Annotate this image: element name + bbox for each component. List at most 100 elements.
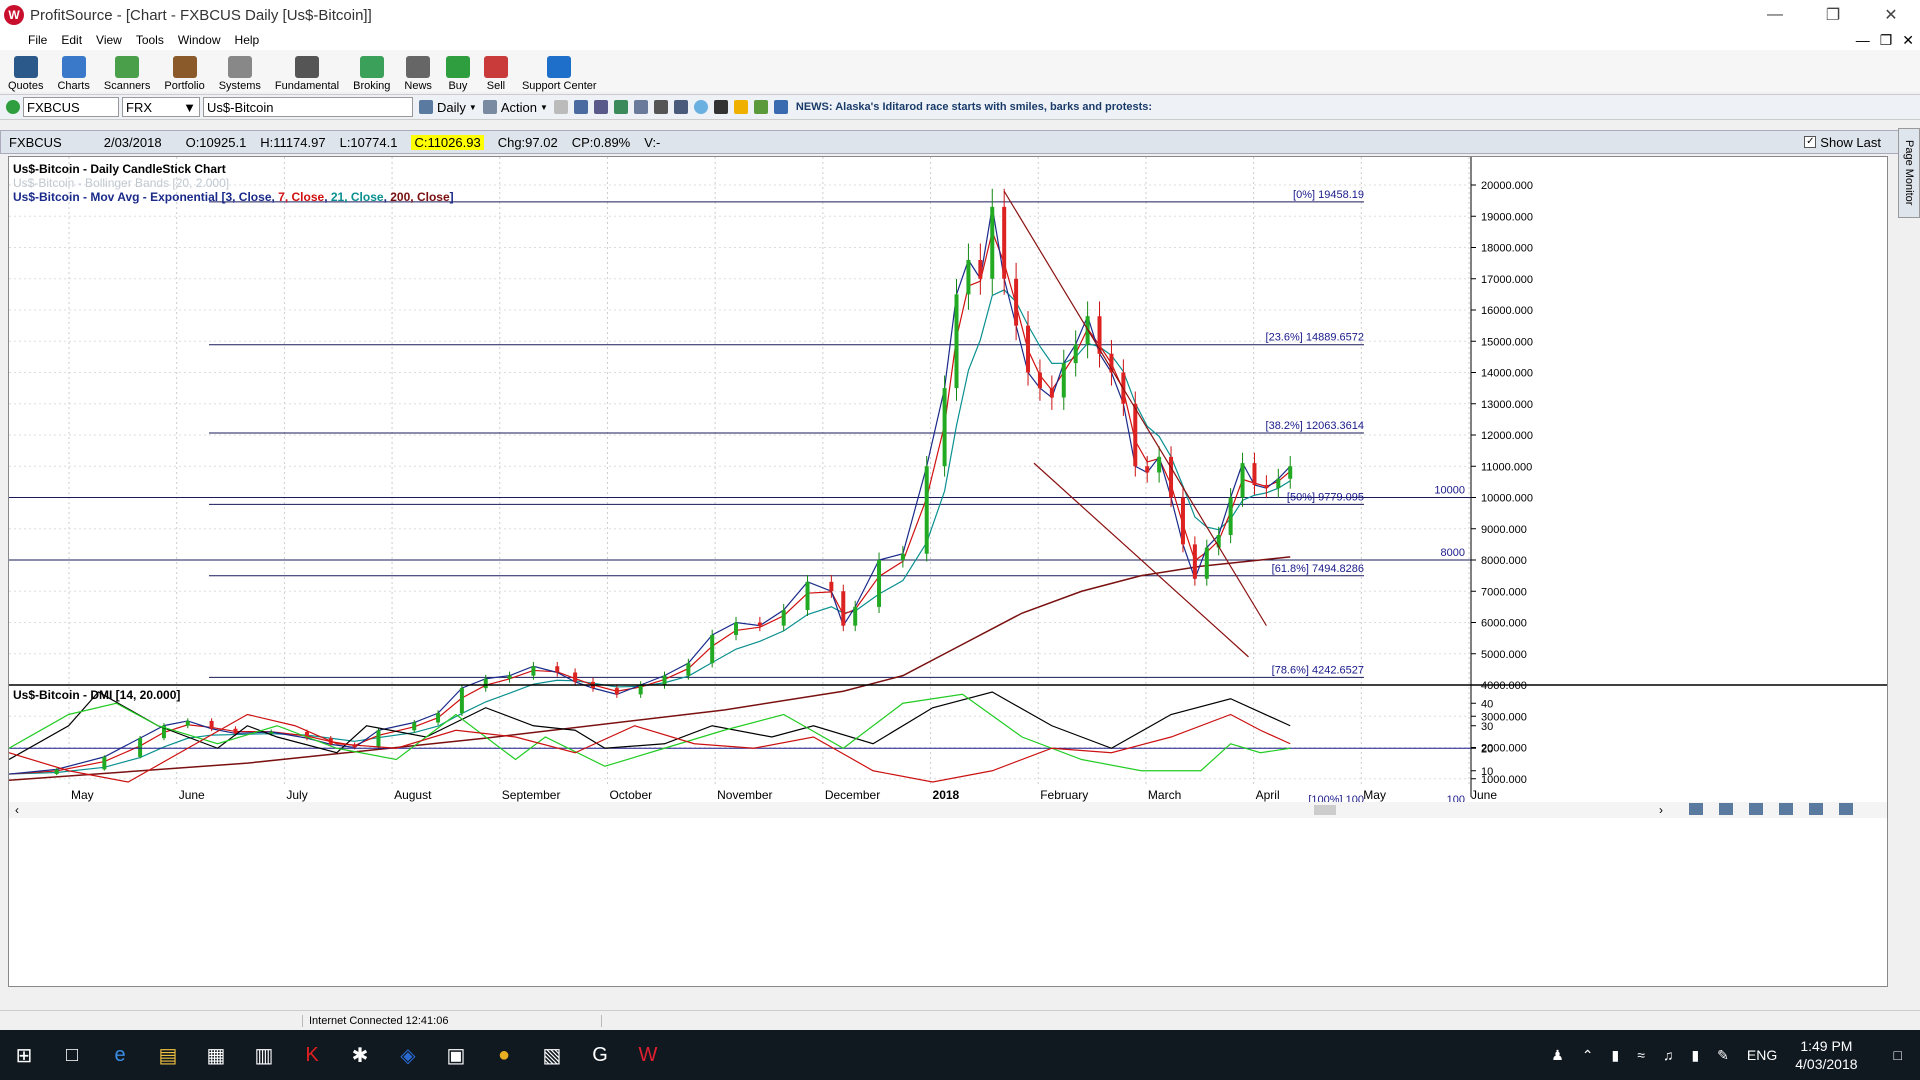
candle-body[interactable] xyxy=(1204,547,1209,579)
candle-body[interactable] xyxy=(710,635,715,664)
candle-body[interactable] xyxy=(734,622,739,636)
candle-body[interactable] xyxy=(1133,403,1138,467)
files-icon[interactable]: ▧ xyxy=(542,1044,562,1067)
candle-body[interactable] xyxy=(352,744,357,748)
chevron-down-icon[interactable]: ▼ xyxy=(539,102,548,112)
notifications-icon[interactable]: □ xyxy=(1893,1047,1902,1063)
defender-icon[interactable]: ◈ xyxy=(400,1044,416,1067)
kaspersky-icon[interactable]: K xyxy=(305,1043,319,1066)
task-view-icon[interactable]: □ xyxy=(65,1043,79,1066)
candle-body[interactable] xyxy=(531,666,536,676)
menu-view[interactable]: View xyxy=(96,33,122,47)
candle-body[interactable] xyxy=(1264,485,1269,489)
menu-edit[interactable]: Edit xyxy=(61,33,83,47)
candle-body[interactable] xyxy=(990,206,995,279)
explorer-icon[interactable]: ▤ xyxy=(158,1044,178,1067)
candle-body[interactable] xyxy=(966,260,971,295)
candle-body[interactable] xyxy=(686,663,691,676)
candle-body[interactable] xyxy=(1026,325,1031,373)
horizontal-scrollbar[interactable] xyxy=(9,802,1888,818)
toolbar-buy-button[interactable]: Buy xyxy=(445,56,470,92)
minimize-icon[interactable]: — xyxy=(1767,6,1783,23)
wifi-icon[interactable]: ≈ xyxy=(1637,1047,1645,1063)
candle-body[interactable] xyxy=(900,553,905,560)
candle-body[interactable] xyxy=(436,713,441,723)
tool-icon[interactable] xyxy=(753,100,768,114)
candle-body[interactable] xyxy=(757,622,762,626)
tool-icon[interactable] xyxy=(593,100,608,114)
candle-body[interactable] xyxy=(1097,316,1102,354)
candle-body[interactable] xyxy=(233,728,238,734)
tool-icon[interactable] xyxy=(553,100,568,114)
tool-icon[interactable] xyxy=(613,100,628,114)
candle-body[interactable] xyxy=(805,581,810,610)
candle-body[interactable] xyxy=(185,720,190,726)
scrollbar-thumb[interactable] xyxy=(1314,805,1336,815)
app-icon-1[interactable]: ✱ xyxy=(351,1044,369,1067)
candle-body[interactable] xyxy=(1145,466,1150,473)
nav-next-icon[interactable] xyxy=(1839,803,1853,815)
candle-body[interactable] xyxy=(1228,497,1233,536)
toolbar-systems-button[interactable]: Systems xyxy=(219,56,261,92)
trend-line[interactable] xyxy=(1003,190,1267,626)
toolbar-news-button[interactable]: News xyxy=(404,56,432,92)
candle-body[interactable] xyxy=(573,672,578,682)
start-icon[interactable]: ⊞ xyxy=(15,1044,33,1067)
period-select[interactable]: Daily xyxy=(437,99,466,115)
clock[interactable]: 1:49 PM 4/03/2018 xyxy=(1795,1037,1857,1073)
toolbar-support-center-button[interactable]: Support Center xyxy=(522,56,597,92)
candle-body[interactable] xyxy=(1073,344,1078,364)
calculator-icon[interactable]: ▥ xyxy=(254,1044,274,1067)
chevron-up-icon[interactable]: ⌃ xyxy=(1581,1046,1594,1063)
menu-window[interactable]: Window xyxy=(177,33,221,47)
toolbar-charts-button[interactable]: Charts xyxy=(57,56,90,92)
candle-body[interactable] xyxy=(1240,463,1245,498)
chart-tool-icon[interactable] xyxy=(1749,803,1763,815)
tool-icon[interactable] xyxy=(673,100,688,114)
show-last-toggle[interactable]: ✓ Show Last xyxy=(1804,135,1881,150)
toolbar-scanners-button[interactable]: Scanners xyxy=(104,56,150,92)
battery-icon[interactable]: ▮ xyxy=(1611,1046,1620,1063)
scroll-left-icon[interactable]: ‹ xyxy=(15,803,19,817)
checkbox-checked-icon[interactable]: ✓ xyxy=(1804,136,1817,148)
candle-body[interactable] xyxy=(1014,278,1019,326)
star-icon[interactable] xyxy=(733,100,748,114)
mdi-close-icon[interactable]: ✕ xyxy=(1902,32,1914,48)
candle-body[interactable] xyxy=(1002,206,1007,279)
lightbulb-icon[interactable] xyxy=(693,100,708,114)
candle-body[interactable] xyxy=(781,610,786,626)
candle-body[interactable] xyxy=(1169,456,1174,498)
tool-icon[interactable] xyxy=(633,100,648,114)
nav-first-icon[interactable] xyxy=(1779,803,1793,815)
candle-body[interactable] xyxy=(841,591,846,626)
menu-file[interactable]: File xyxy=(28,33,48,47)
store-icon[interactable]: ▦ xyxy=(206,1044,226,1067)
nav-prev-icon[interactable] xyxy=(1809,803,1823,815)
camera-icon[interactable]: ▣ xyxy=(446,1044,466,1067)
go-icon[interactable]: G xyxy=(592,1043,608,1066)
candle-body[interactable] xyxy=(161,725,166,739)
chevron-down-icon[interactable]: ▼ xyxy=(468,102,477,112)
candle-body[interactable] xyxy=(269,731,274,734)
candle-body[interactable] xyxy=(1180,497,1185,545)
candle-body[interactable] xyxy=(1061,363,1066,398)
news-ticker[interactable]: NEWS: Alaska's Iditarod race starts with… xyxy=(795,101,1153,113)
candle-body[interactable] xyxy=(1157,456,1162,473)
candle-body[interactable] xyxy=(507,675,512,679)
people-icon[interactable]: ♟ xyxy=(1551,1046,1564,1063)
page-monitor-tab[interactable]: Page Monitor xyxy=(1898,128,1920,218)
candle-body[interactable] xyxy=(662,675,667,685)
candle-body[interactable] xyxy=(877,560,882,607)
profitsource-icon[interactable]: W xyxy=(638,1043,658,1066)
candle-body[interactable] xyxy=(1288,466,1293,479)
scroll-right-icon[interactable]: › xyxy=(1659,803,1663,817)
toolbar-quotes-button[interactable]: Quotes xyxy=(8,56,43,92)
candle-body[interactable] xyxy=(942,388,947,467)
candle-body[interactable] xyxy=(1109,353,1114,373)
candle-body[interactable] xyxy=(555,666,560,673)
toolbar-broking-button[interactable]: Broking xyxy=(353,56,390,92)
candle-body[interactable] xyxy=(829,581,834,592)
candle-body[interactable] xyxy=(1252,463,1257,485)
tool-icon[interactable] xyxy=(653,100,668,114)
zoom-in-icon[interactable] xyxy=(1689,803,1703,815)
